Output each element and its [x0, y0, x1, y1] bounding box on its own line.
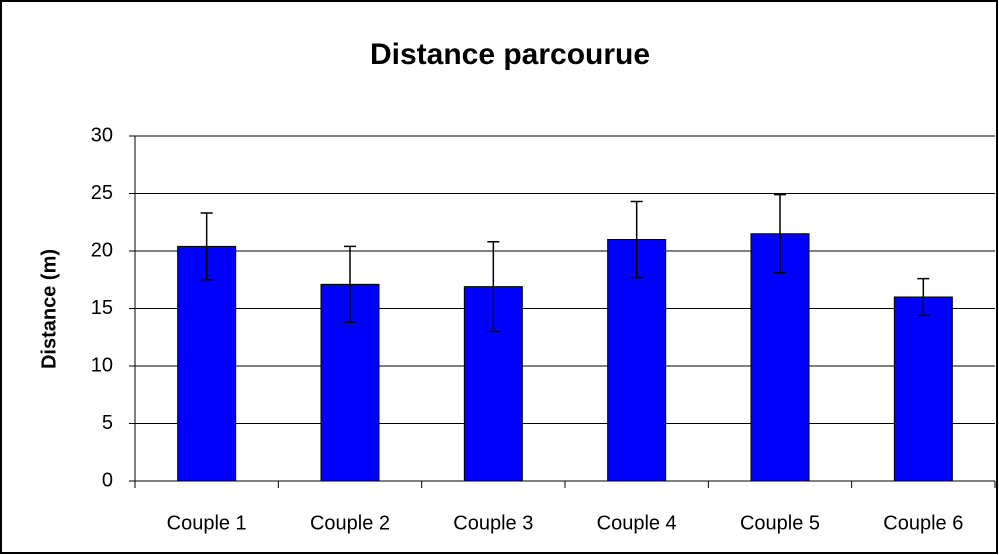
bar	[750, 233, 810, 482]
y-axis-label: Distance (m)	[38, 249, 60, 369]
error-bar	[630, 200, 643, 279]
x-tick-label: Couple 5	[740, 512, 820, 534]
chart-title: Distance parcourue	[370, 38, 650, 71]
x-tick-label: Couple 4	[597, 512, 677, 534]
x-tick-label: Couple 1	[167, 512, 247, 534]
bar	[177, 245, 237, 482]
x-tick-label: Couple 6	[883, 512, 963, 534]
y-tick-label: 5	[102, 412, 113, 434]
y-tick-label: 15	[91, 297, 113, 319]
y-tick-label: 20	[91, 239, 113, 261]
error-bar	[774, 193, 786, 274]
y-tick-label: 10	[91, 354, 113, 376]
error-bar	[487, 241, 500, 333]
y-tick-label: 25	[91, 182, 113, 204]
error-bar	[917, 277, 930, 317]
error-bar	[344, 245, 356, 324]
bar	[607, 239, 667, 482]
error-bar	[200, 212, 213, 281]
bar	[893, 296, 953, 482]
y-tick-label: 30	[91, 124, 113, 146]
x-tick-label: Couple 2	[310, 512, 390, 534]
y-tick-label: 0	[102, 469, 113, 491]
x-tick-label: Couple 3	[453, 512, 533, 534]
